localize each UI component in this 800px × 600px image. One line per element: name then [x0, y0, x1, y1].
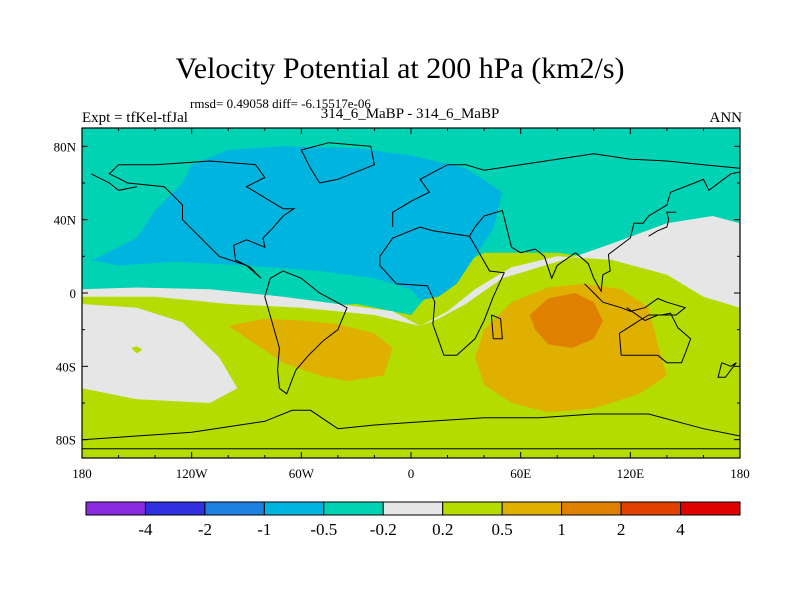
region-neg-moderate: [91, 146, 503, 301]
colorbar-swatch: [144, 501, 206, 516]
x-tick-label: 60W: [289, 466, 315, 481]
x-tick-label: 60E: [510, 466, 531, 481]
coastline-segment: [618, 312, 692, 364]
region-pos-strong: [529, 293, 603, 348]
region-near-zero-west: [82, 304, 238, 403]
season-label: ANN: [709, 110, 743, 126]
case-label: 314_6_MaBP - 314_6_MaBP: [320, 106, 500, 122]
colorbar-label: 0.2: [432, 520, 453, 539]
colorbar-label: 4: [676, 520, 685, 539]
x-tick-label: 180: [72, 466, 92, 481]
x-tick-label: 0: [408, 466, 415, 481]
coastline-segment: [379, 226, 505, 356]
y-tick-label: 80N: [54, 139, 77, 154]
colorbar-swatch: [382, 501, 444, 516]
colorbar-label: 0.5: [492, 520, 513, 539]
colorbar-swatch: [263, 501, 325, 516]
colorbar-label: -0.2: [370, 520, 397, 539]
contour-fields: [82, 128, 740, 458]
y-tick-label: 0: [70, 286, 77, 301]
colorbar-label: -2: [198, 520, 212, 539]
region-pos-spot: [131, 346, 143, 354]
region-pos-moderate-west: [228, 318, 393, 381]
y-tick-label: 40N: [54, 213, 77, 228]
x-tick-label: 180: [730, 466, 750, 481]
x-axis: 180 120W 60W 0 60E 120E 180: [72, 128, 750, 481]
colorbar-swatch: [501, 501, 563, 516]
coastline-segment: [90, 173, 137, 191]
colorbar-label: 2: [617, 520, 626, 539]
coastline-segment: [300, 142, 375, 184]
chart-title: Velocity Potential at 200 hPa (km2/s): [175, 52, 625, 85]
colorbar: -4 -2 -1 -0.5 -0.2 0.2 0.5 1 2 4: [85, 501, 741, 539]
coastline-segment: [392, 153, 740, 227]
coastline-segment: [490, 314, 503, 340]
colorbar-swatch: [680, 501, 741, 516]
coastline-segment: [82, 409, 740, 441]
coastline-segment: [648, 211, 676, 237]
colorbar-swatch: [85, 501, 146, 516]
colorbar-swatch: [204, 501, 265, 516]
stats-label: rmsd= 0.49058 diff= -6.15517e-06: [190, 96, 371, 111]
colorbar-label: -0.5: [310, 520, 337, 539]
experiment-label: Expt = tfKel-tfJal: [82, 110, 188, 126]
coastline-segment: [469, 171, 740, 293]
y-tick-label: 40S: [56, 359, 76, 374]
colorbar-swatch: [323, 501, 384, 516]
coastline-segment: [717, 362, 737, 378]
y-tick-label: 80S: [56, 433, 76, 448]
colorbar-swatch: [442, 501, 503, 516]
colorbar-swatch: [620, 501, 682, 516]
colorbar-label: -1: [257, 520, 271, 539]
region-pos-moderate-east: [475, 283, 667, 413]
coastlines: [82, 142, 740, 450]
region-near-zero-band: [82, 216, 740, 326]
colorbar-label: -4: [138, 520, 153, 539]
coastline-segment: [264, 270, 348, 395]
y-axis: 80N 40N 0 40S 80S: [54, 139, 740, 448]
colorbar-swatch: [561, 501, 622, 516]
x-tick-label: 120W: [176, 466, 209, 481]
x-tick-label: 120E: [617, 466, 645, 481]
colorbar-label: 1: [557, 520, 566, 539]
coastline-segment: [108, 160, 296, 279]
